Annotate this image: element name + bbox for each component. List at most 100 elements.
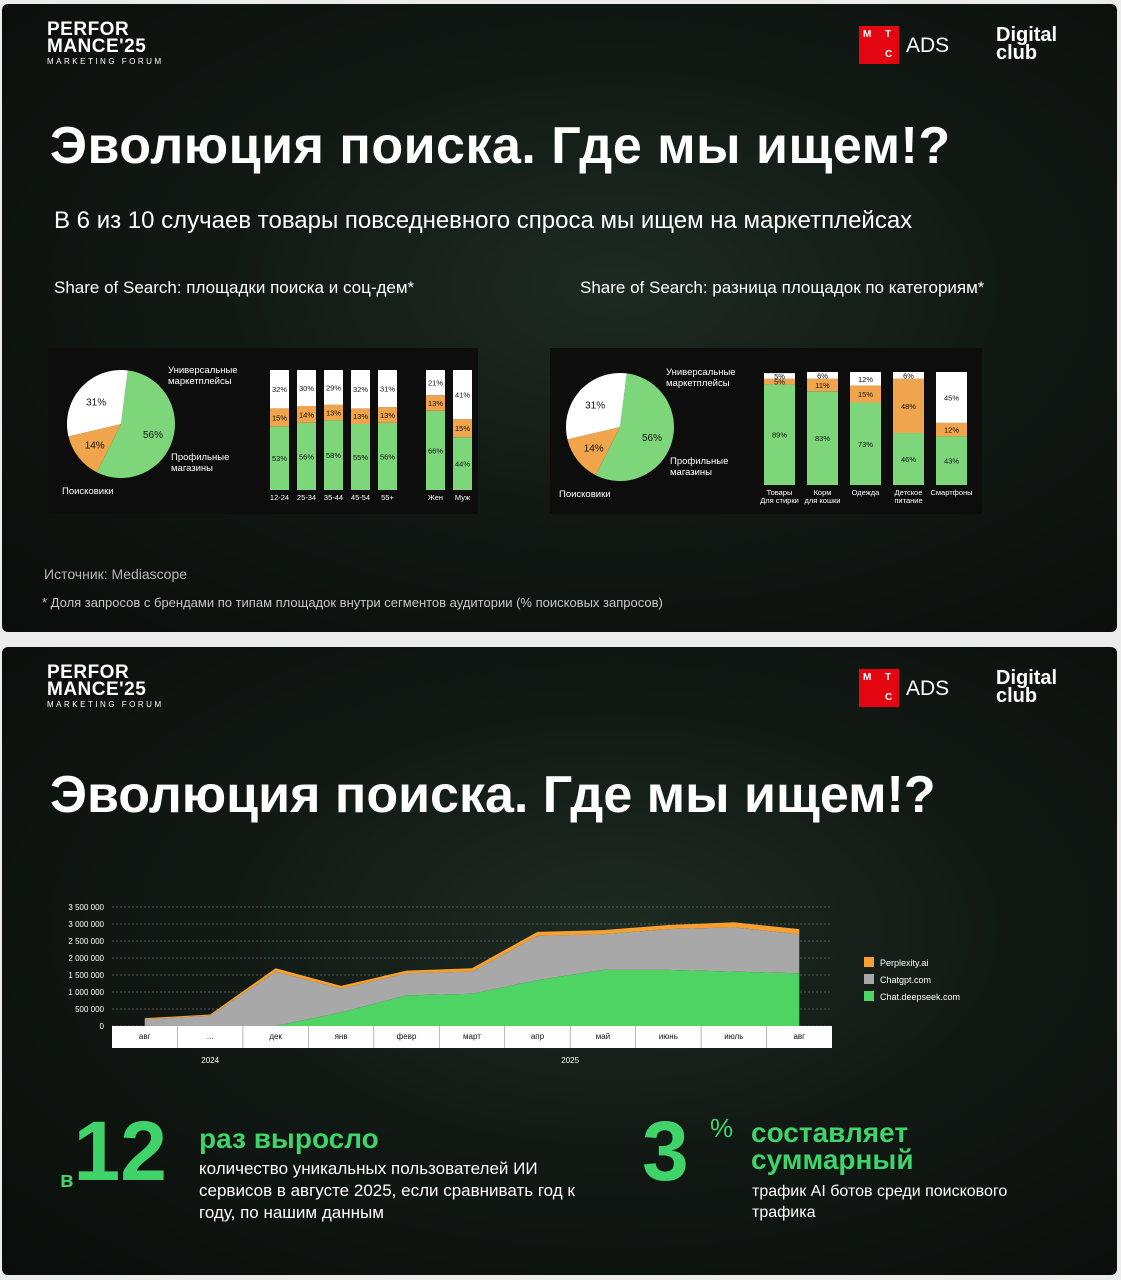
bar-segment (426, 370, 445, 396)
ads-logo: ADS (906, 677, 950, 700)
bar-segment (850, 372, 881, 386)
logo-line1: PERFOR (47, 19, 130, 40)
bar-value-label: 41% (455, 391, 470, 400)
bar-value-label: 48% (901, 402, 916, 411)
y-tick-label: 1 500 000 (68, 971, 104, 980)
footnote: * Доля запросов с брендами по типам площ… (42, 595, 663, 610)
source-note: Источник: Mediascope (44, 566, 188, 582)
y-tick-label: 1 000 000 (68, 988, 104, 997)
stat2-text: трафик AI ботов среди поискового трафика (752, 1183, 1008, 1221)
x-tick-label: июнь (659, 1032, 678, 1041)
bar-value-label: 66% (428, 446, 443, 455)
bar-segment (850, 385, 881, 403)
x-tick-label: ... (207, 1032, 214, 1041)
year-label: 2024 (201, 1056, 219, 1065)
bar-value-label: 53% (272, 454, 287, 463)
bar-category-label: 35-44 (324, 493, 343, 502)
logo-line2: MANCE'25 (47, 36, 147, 57)
x-tick-label: февр (397, 1032, 417, 1041)
slide2-title: Эволюция поиска. Где мы ищем!? (50, 766, 936, 824)
bar-value-label: 45% (944, 393, 959, 402)
x-tick-label: июль (724, 1032, 743, 1041)
bar-category-label: Товары (767, 488, 793, 497)
y-tick-label: 500 000 (75, 1005, 104, 1014)
bar-segment (324, 420, 343, 490)
bar-value-label: 12% (944, 426, 959, 435)
bar-category-label: Жен (428, 493, 443, 502)
y-tick-label: 0 (100, 1022, 105, 1031)
digital-line2: club (996, 685, 1038, 707)
bar-value-label: 15% (272, 413, 287, 422)
mts-letter-t: Т (885, 672, 892, 683)
bar-value-label: 58% (326, 451, 341, 460)
logo-line1: PERFOR (47, 662, 130, 683)
performance-logo: PERFOR MANCE'25 MARKETING FORUM (47, 662, 164, 710)
area-series (144, 927, 800, 1026)
y-tick-label: 2 500 000 (68, 937, 104, 946)
bar-segment (426, 410, 445, 490)
slide1-subtitle: В 6 из 10 случаев товары повседневного с… (54, 207, 913, 234)
legend-swatch (864, 957, 874, 967)
bar-value-label: 89% (772, 431, 787, 440)
y-tick-label: 3 000 000 (68, 920, 104, 929)
mts-logo: М Т С (859, 669, 899, 707)
bar-segment (378, 422, 397, 490)
digital-line2: club (996, 42, 1038, 64)
x-tick-label: апр (531, 1032, 545, 1041)
bar-segment (850, 402, 881, 485)
digital-line1: Digital (996, 24, 1058, 46)
stat2-value: 3 (642, 1104, 689, 1198)
bar-segment (936, 436, 967, 485)
legend-label: Chat.deepseek.com (880, 992, 960, 1002)
mts-logo: М Т С (859, 26, 899, 64)
pie-category-label: Поисковики (559, 489, 611, 500)
bar-segment (893, 378, 924, 434)
bar-category-label: 45-54 (351, 493, 370, 502)
bar-segment (764, 373, 795, 379)
bar-value-label: 73% (858, 440, 873, 449)
bar-segment (807, 391, 838, 485)
bar-value-label: 15% (858, 390, 873, 399)
bar-category-label: 25-34 (297, 493, 316, 502)
stat1-figure: в12 (60, 1109, 167, 1193)
bar-category-label: Одежда (852, 488, 881, 497)
area-series (144, 922, 800, 1020)
pie-slice (566, 373, 627, 440)
bar-category-label: Для стирки (760, 496, 799, 505)
bar-segment (297, 370, 316, 406)
bar-segment (324, 404, 343, 421)
bar-segment (351, 424, 370, 490)
pie-value-label: 56% (143, 430, 163, 441)
digital-line1: Digital (996, 667, 1058, 689)
pie-slice (67, 370, 128, 437)
bar-segment (426, 395, 445, 411)
mts-letter-t: Т (885, 29, 892, 40)
bar-category-label: Смартфоны (930, 488, 972, 497)
logo-sub: MARKETING FORUM (47, 57, 164, 66)
bar-segment (453, 437, 472, 490)
bar-segment (297, 422, 316, 490)
ads-logo: ADS (906, 34, 950, 57)
bar-value-label: 15% (455, 424, 470, 433)
bar-value-label: 21% (428, 379, 443, 388)
bar-value-label: 31% (380, 385, 395, 394)
stat2-headline-line1: составляет (751, 1117, 909, 1148)
bar-segment (764, 384, 795, 485)
bar-segment (351, 408, 370, 424)
bar-value-label: 12% (858, 375, 873, 384)
bar-value-label: 14% (299, 410, 314, 419)
bar-segment (351, 370, 370, 409)
bar-value-label: 32% (272, 385, 287, 394)
year-label: 2025 (561, 1056, 579, 1065)
bar-segment (453, 419, 472, 438)
area-series (144, 969, 800, 1026)
digital-club-logo: Digital club (996, 667, 1058, 707)
bar-value-label: 13% (353, 412, 368, 421)
bar-segment (297, 406, 316, 423)
bar-value-label: 5% (774, 378, 785, 387)
bar-value-label: 6% (817, 371, 828, 380)
bar-value-label: 13% (326, 409, 341, 418)
logo-line2: MANCE'25 (47, 679, 147, 700)
y-tick-label: 2 000 000 (68, 954, 104, 963)
bar-value-label: 11% (815, 381, 830, 390)
